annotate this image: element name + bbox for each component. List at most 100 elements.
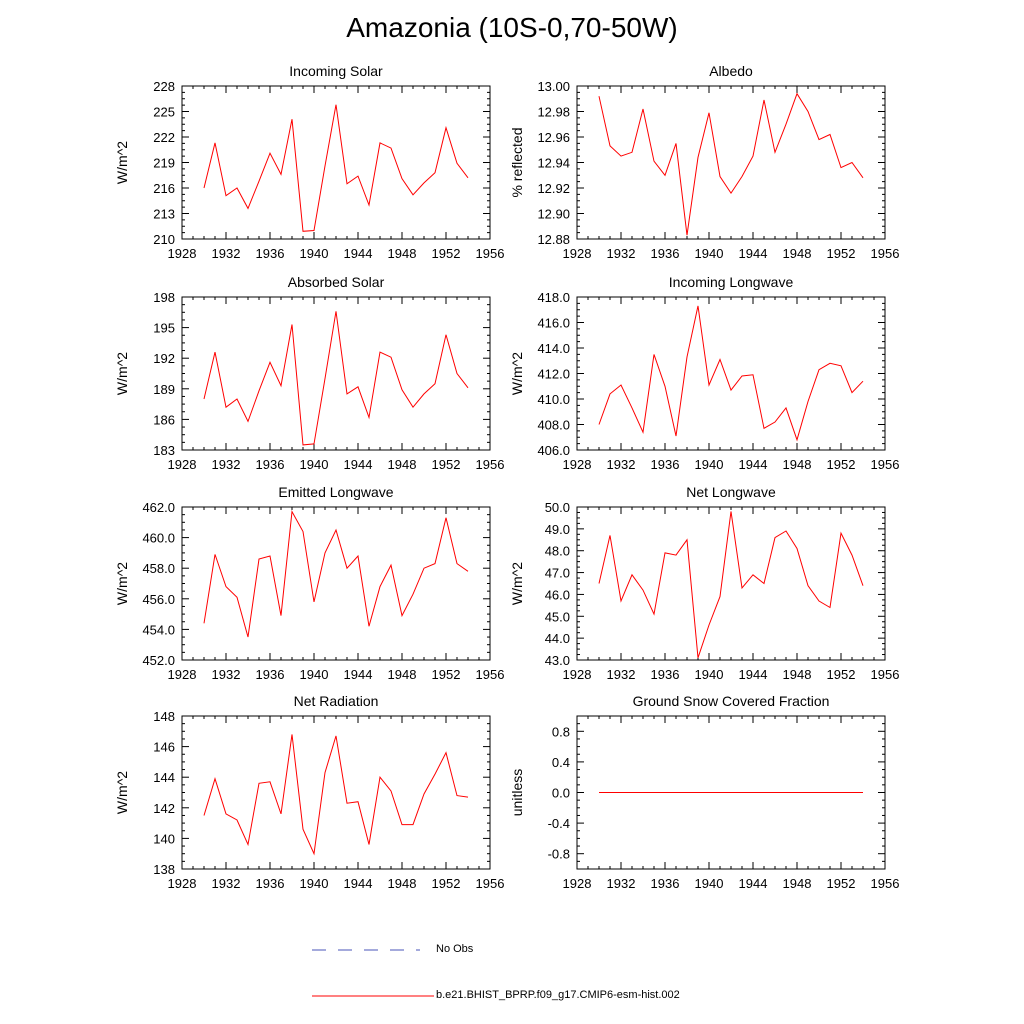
data-point: [258, 390, 259, 391]
x-tick-label: 1932: [212, 246, 241, 261]
data-point: [664, 792, 665, 793]
panel-title: Albedo: [709, 63, 753, 79]
y-axis-label: W/m^2: [114, 141, 130, 184]
data-point: [675, 792, 676, 793]
data-point: [401, 615, 402, 616]
panel-title: Net Longwave: [686, 484, 776, 500]
data-point: [631, 407, 632, 408]
y-tick-label: 416.0: [537, 316, 570, 331]
x-tick-label: 1932: [607, 667, 636, 682]
y-tick-label: 222: [153, 130, 175, 145]
data-point: [412, 194, 413, 195]
data-point: [280, 615, 281, 616]
x-tick-label: 1932: [607, 876, 636, 891]
plot-frame: [181, 85, 491, 240]
panel-absorbed-solar: 1928 1932 1936 1940 1944 1948 1952 1956 183 186 18…: [114, 274, 504, 472]
data-point: [741, 176, 742, 177]
data-point: [598, 424, 599, 425]
x-tick-label: 1952: [827, 457, 856, 472]
data-point: [280, 813, 281, 814]
panel-title: Emitted Longwave: [278, 484, 393, 500]
x-tick-label: 1952: [827, 667, 856, 682]
data-point: [697, 305, 698, 306]
data-point: [313, 230, 314, 231]
data-point: [851, 162, 852, 163]
legend-entry-no-obs: No Obs: [312, 940, 712, 960]
y-tick-label: 228: [153, 79, 175, 94]
data-point: [456, 163, 457, 164]
series-line: [203, 734, 469, 856]
data-point: [445, 127, 446, 128]
data-point: [785, 792, 786, 793]
data-point: [862, 177, 863, 178]
x-tick-label: 1940: [300, 876, 329, 891]
data-point: [225, 407, 226, 408]
data-point: [708, 792, 709, 793]
y-tick-label: 408.0: [537, 418, 570, 433]
data-point: [236, 597, 237, 598]
x-tick-label: 1944: [739, 457, 768, 472]
x-tick-label: 1952: [432, 246, 461, 261]
x-tick-label: 1936: [256, 246, 285, 261]
series-line: [598, 511, 864, 658]
data-point: [291, 511, 292, 512]
data-point: [675, 554, 676, 555]
data-point: [807, 111, 808, 112]
data-point: [390, 147, 391, 148]
y-tick-label: 210: [153, 232, 175, 247]
data-point: [434, 774, 435, 775]
y-tick-label: 462.0: [142, 500, 175, 515]
panel-incoming-solar: 1928 1932 1936 1940 1944 1948 1952 1956 210 213 21…: [114, 63, 504, 261]
data-point: [609, 535, 610, 536]
data-point: [620, 156, 621, 157]
data-point: [203, 815, 204, 816]
y-tick-label: 12.88: [537, 232, 570, 247]
y-axis-label: unitless: [509, 769, 525, 816]
x-tick-label: 1952: [827, 876, 856, 891]
panel-title: Incoming Solar: [289, 63, 383, 79]
data-point: [467, 571, 468, 572]
data-point: [225, 195, 226, 196]
data-point: [664, 386, 665, 387]
y-tick-label: 412.0: [537, 367, 570, 382]
data-point: [203, 623, 204, 624]
data-point: [774, 537, 775, 538]
data-point: [708, 112, 709, 113]
x-tick-label: 1948: [783, 457, 812, 472]
x-tick-label: 1940: [300, 457, 329, 472]
data-point: [269, 153, 270, 154]
data-point: [258, 558, 259, 559]
data-point: [642, 589, 643, 590]
data-point: [467, 387, 468, 388]
y-tick-label: 46.0: [545, 587, 570, 602]
data-point: [807, 585, 808, 586]
x-tick-label: 1936: [651, 457, 680, 472]
data-point: [708, 384, 709, 385]
data-point: [269, 781, 270, 782]
figure-title: Amazonia (10S-0,70-50W): [346, 12, 678, 43]
data-point: [401, 389, 402, 390]
data-point: [631, 792, 632, 793]
data-point: [818, 600, 819, 601]
y-tick-label: 13.00: [537, 79, 570, 94]
data-point: [763, 428, 764, 429]
data-point: [247, 208, 248, 209]
data-point: [598, 792, 599, 793]
data-point: [851, 554, 852, 555]
y-tick-label: 216: [153, 181, 175, 196]
data-point: [258, 783, 259, 784]
data-point: [730, 193, 731, 194]
x-tick-label: 1940: [695, 876, 724, 891]
data-point: [236, 398, 237, 399]
data-point: [313, 443, 314, 444]
data-point: [456, 795, 457, 796]
data-point: [675, 435, 676, 436]
x-tick-label: 1940: [300, 246, 329, 261]
data-point: [302, 444, 303, 445]
x-tick-label: 1928: [563, 246, 592, 261]
y-tick-label: 138: [153, 862, 175, 877]
data-point: [368, 417, 369, 418]
data-point: [247, 421, 248, 422]
data-point: [302, 829, 303, 830]
data-point: [741, 587, 742, 588]
